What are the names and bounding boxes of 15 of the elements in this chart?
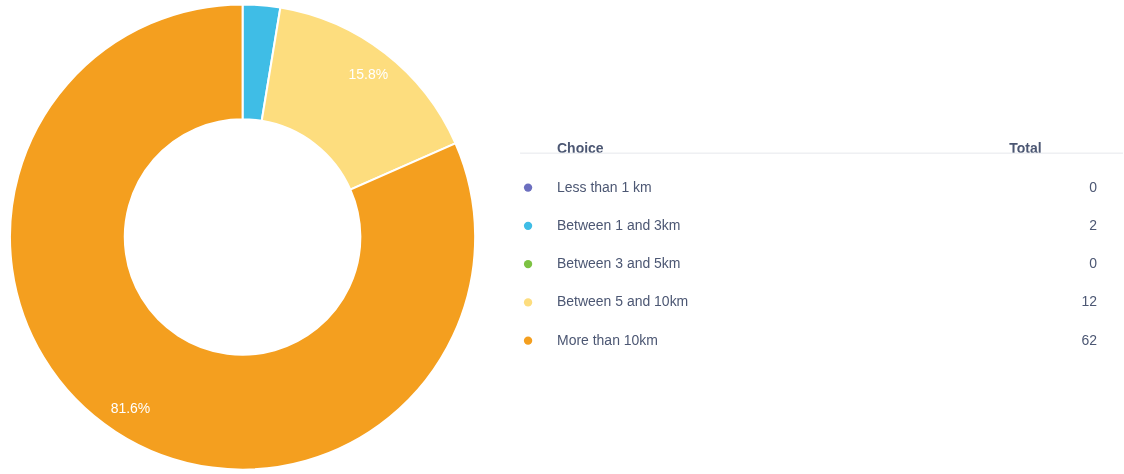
text: 12 — [1081, 293, 1098, 310]
legend-label: Between 5 and 10km — [557, 293, 689, 310]
data-label: 81.6% — [110, 399, 151, 416]
donut-slice — [9, 3, 477, 471]
legend-label: Between 3 and 5km — [557, 255, 681, 272]
data-label: 15.8% — [348, 65, 389, 82]
text: 62 — [1081, 331, 1098, 348]
legend-label: Between 1 and 3km — [557, 216, 681, 233]
text: Total — [1009, 140, 1042, 157]
legend-label: Less than 1 km — [557, 178, 652, 195]
text: 2 — [1089, 216, 1098, 233]
text: 0 — [1089, 255, 1098, 272]
legend-title: Choice — [557, 140, 604, 157]
legend-label: More than 10km — [557, 331, 658, 348]
text: 0 — [1089, 178, 1098, 195]
